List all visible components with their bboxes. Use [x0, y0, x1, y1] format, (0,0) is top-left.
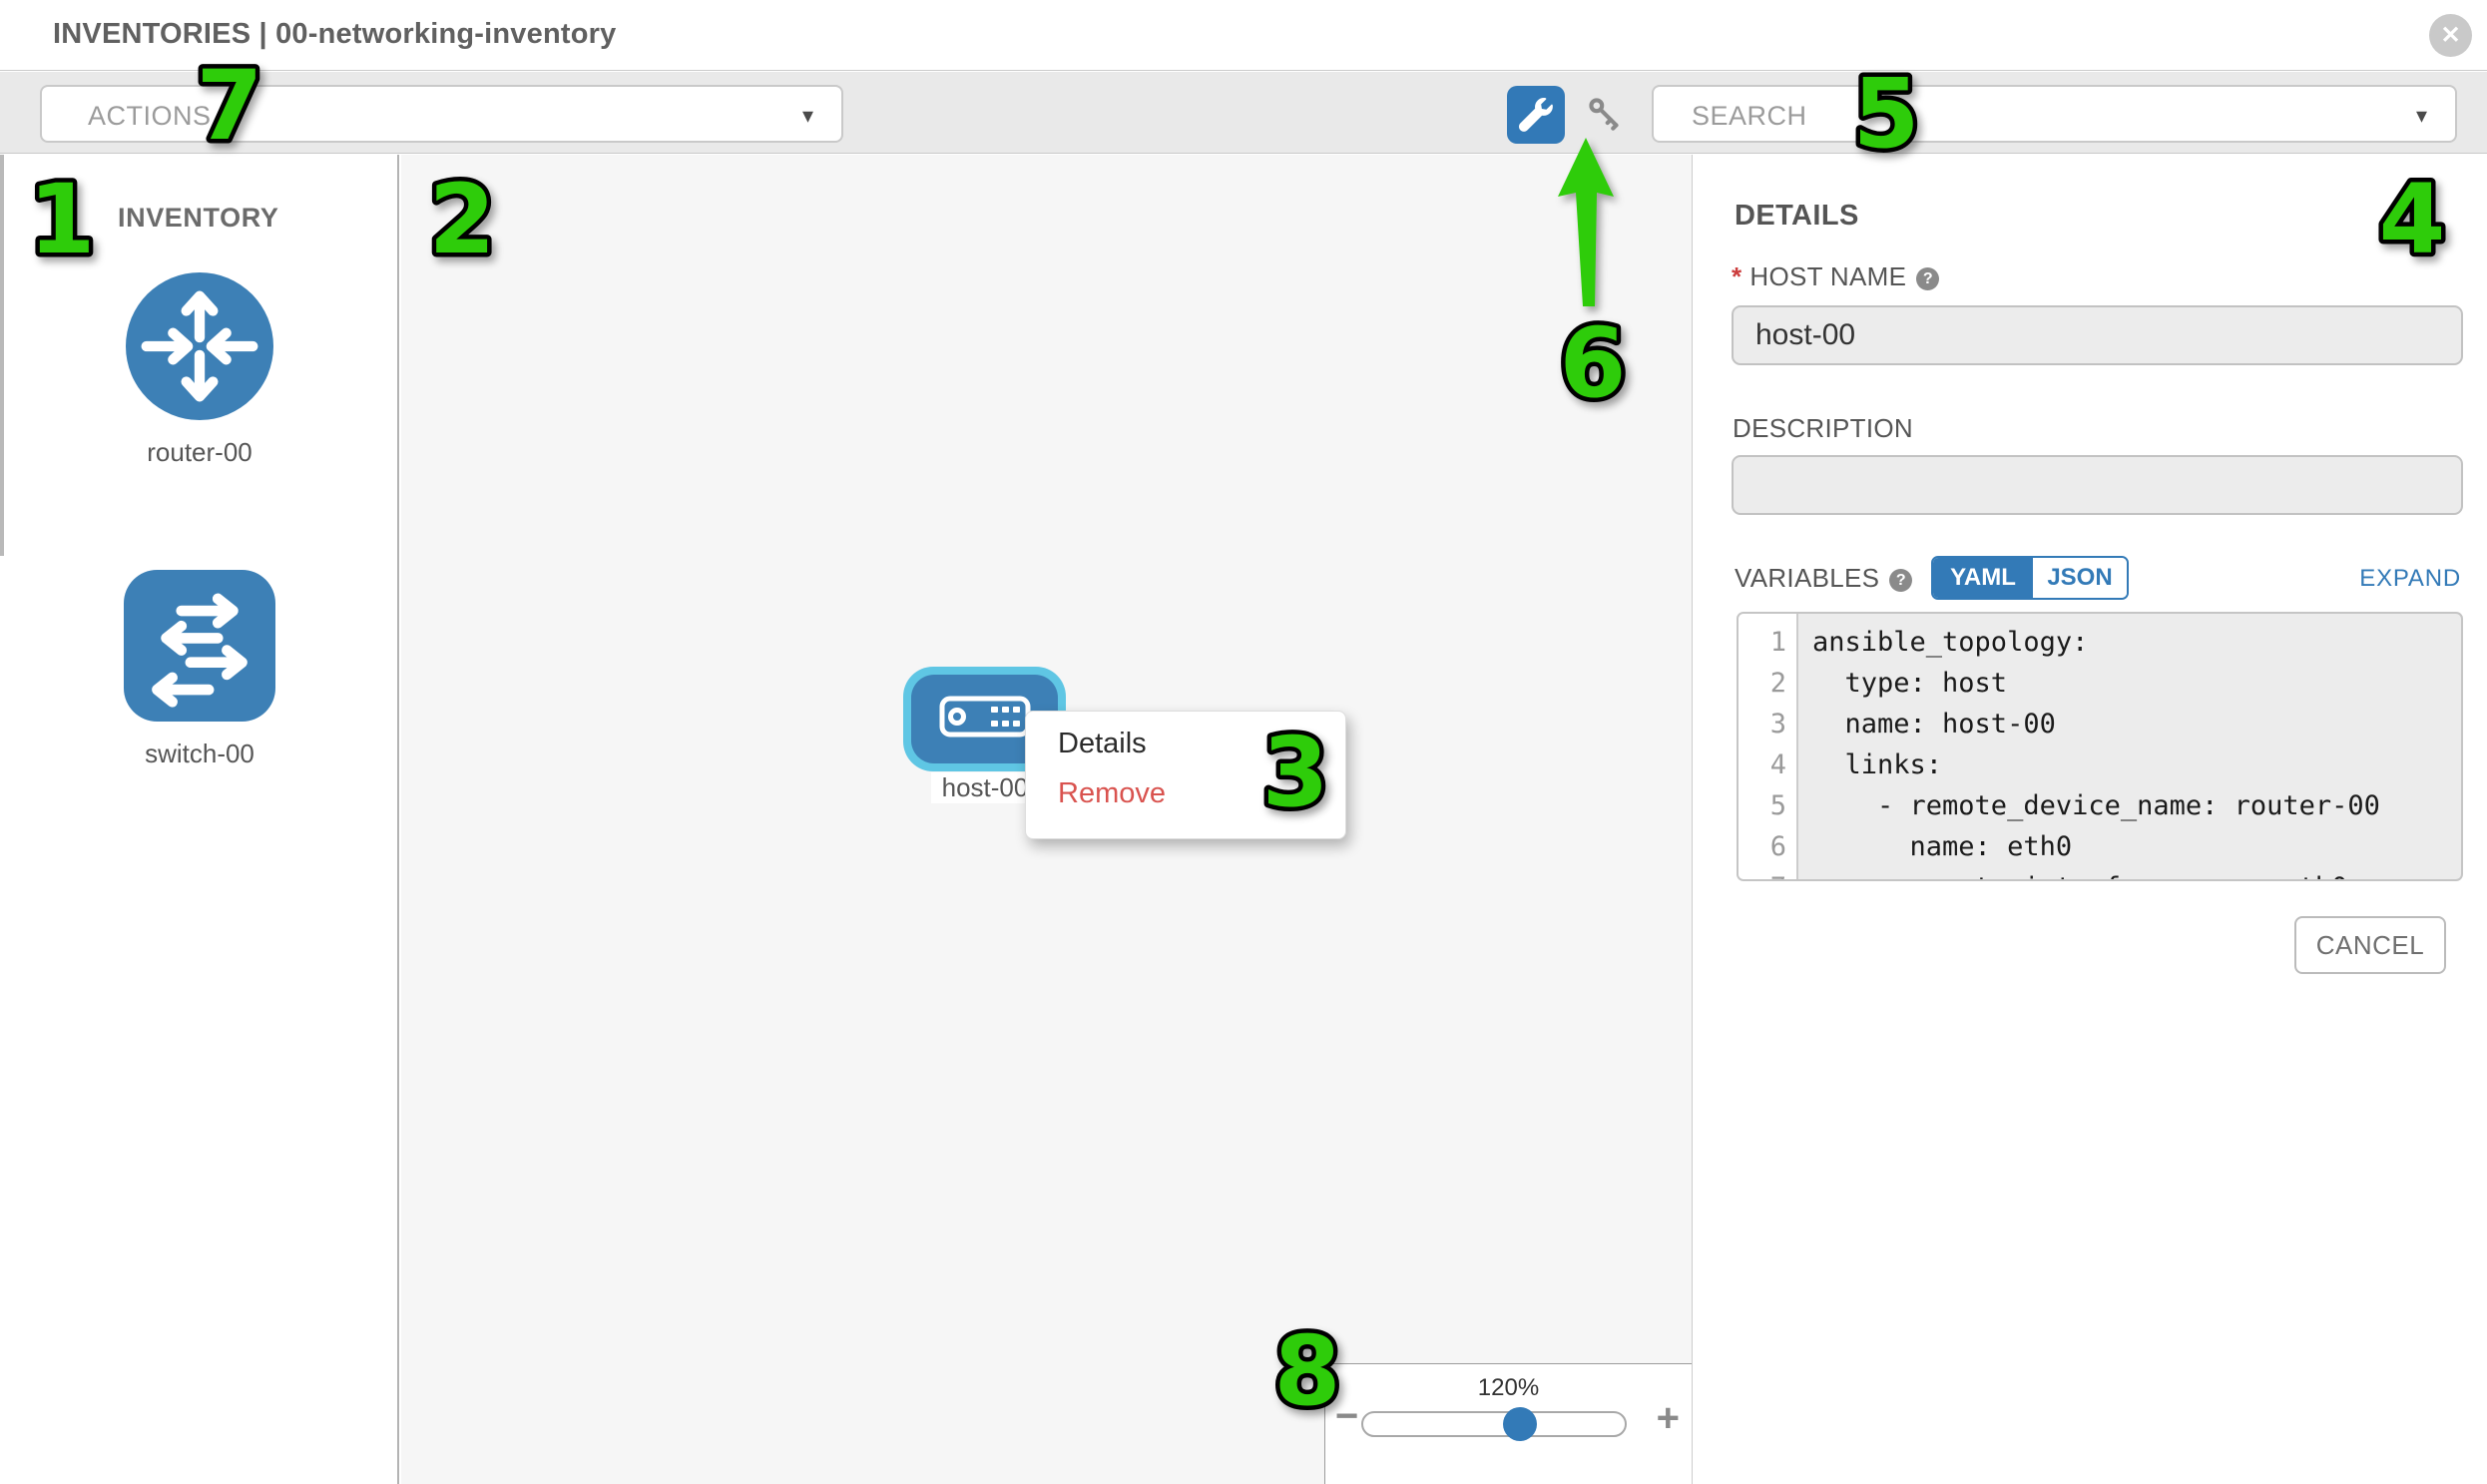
- code-line: links:: [1812, 749, 1943, 780]
- device-label: router-00: [147, 437, 252, 467]
- code-line: - remote_device_name: router-00: [1812, 790, 2380, 821]
- inventory-sidebar: INVENTORY router-00: [0, 155, 399, 1484]
- router-icon: [126, 272, 273, 424]
- question-circle-icon[interactable]: ?: [1916, 267, 1940, 290]
- question-circle-icon[interactable]: ?: [1889, 569, 1913, 592]
- key-icon: [1587, 98, 1625, 138]
- actions-dropdown[interactable]: ACTIONS ▾: [40, 85, 843, 143]
- code-line: name: eth0: [1812, 831, 2073, 862]
- palette-item-router[interactable]: router-00: [100, 272, 299, 468]
- cancel-button[interactable]: CANCEL: [2294, 916, 2446, 974]
- palette-item-switch[interactable]: switch-00: [100, 570, 299, 769]
- code-line: type: host: [1812, 668, 2008, 699]
- search-dropdown-label: SEARCH: [1692, 101, 1807, 131]
- host-name-label-row: * HOST NAME?: [1732, 261, 1940, 292]
- device-label: switch-00: [145, 739, 254, 768]
- zoom-in-button[interactable]: +: [1656, 1396, 1680, 1440]
- search-dropdown[interactable]: SEARCH ▾: [1652, 85, 2457, 143]
- variables-code-editor[interactable]: 1 2 3 4 5 6 7 ansible_topology: type: ho…: [1737, 612, 2463, 881]
- context-menu-item-details[interactable]: Details: [1058, 728, 1147, 759]
- editor-code-body[interactable]: ansible_topology: type: host name: host-…: [1798, 614, 2461, 879]
- host-icon: [939, 696, 1031, 742]
- details-heading: DETAILS: [1735, 200, 1859, 232]
- format-option-yaml[interactable]: YAML: [1933, 558, 2033, 598]
- code-line: name: host-00: [1812, 709, 2056, 740]
- editor-line-numbers: 1 2 3 4 5 6 7: [1739, 614, 1798, 879]
- sidebar-scrollbar[interactable]: [0, 155, 4, 556]
- context-menu-item-remove[interactable]: Remove: [1058, 777, 1166, 809]
- title-bar: INVENTORIES | 00-networking-inventory ✕: [0, 0, 2487, 71]
- host-name-label: HOST NAME: [1749, 261, 1907, 291]
- required-asterisk: *: [1732, 261, 1742, 291]
- zoom-level-value: 120%: [1477, 1374, 1540, 1401]
- switch-icon: [124, 570, 275, 726]
- sidebar-heading: INVENTORY: [118, 203, 279, 233]
- key-tool-button[interactable]: [1587, 96, 1625, 134]
- variables-format-toggle: YAML JSON: [1931, 556, 2129, 600]
- chevron-down-icon: ▾: [801, 103, 813, 128]
- description-label: DESCRIPTION: [1733, 413, 1913, 443]
- zoom-slider-track[interactable]: [1361, 1411, 1627, 1437]
- toolbar: ACTIONS ▾ SEARCH ▾: [0, 72, 2487, 154]
- chevron-down-icon: ▾: [2415, 103, 2427, 128]
- actions-dropdown-label: ACTIONS: [88, 101, 212, 131]
- zoom-control-panel: 120% − +: [1324, 1363, 1692, 1484]
- host-name-input[interactable]: [1732, 305, 2463, 365]
- format-option-json[interactable]: JSON: [2033, 558, 2127, 598]
- description-input[interactable]: [1732, 455, 2463, 515]
- page-title: INVENTORIES | 00-networking-inventory: [53, 18, 617, 50]
- code-line: remote_interface_name: eth0: [1812, 867, 2461, 879]
- node-label: host-00: [931, 772, 1039, 803]
- expand-link[interactable]: EXPAND: [2359, 565, 2461, 592]
- code-line: ansible_topology:: [1812, 627, 2089, 658]
- zoom-slider-thumb[interactable]: [1503, 1407, 1537, 1441]
- node-context-menu: Details Remove: [1025, 711, 1346, 839]
- configure-tool-button[interactable]: [1507, 86, 1565, 144]
- zoom-out-button[interactable]: −: [1335, 1394, 1359, 1438]
- variables-label: VARIABLES: [1735, 563, 1880, 593]
- variables-label-row: VARIABLES?: [1735, 563, 1913, 594]
- close-icon[interactable]: ✕: [2429, 14, 2472, 57]
